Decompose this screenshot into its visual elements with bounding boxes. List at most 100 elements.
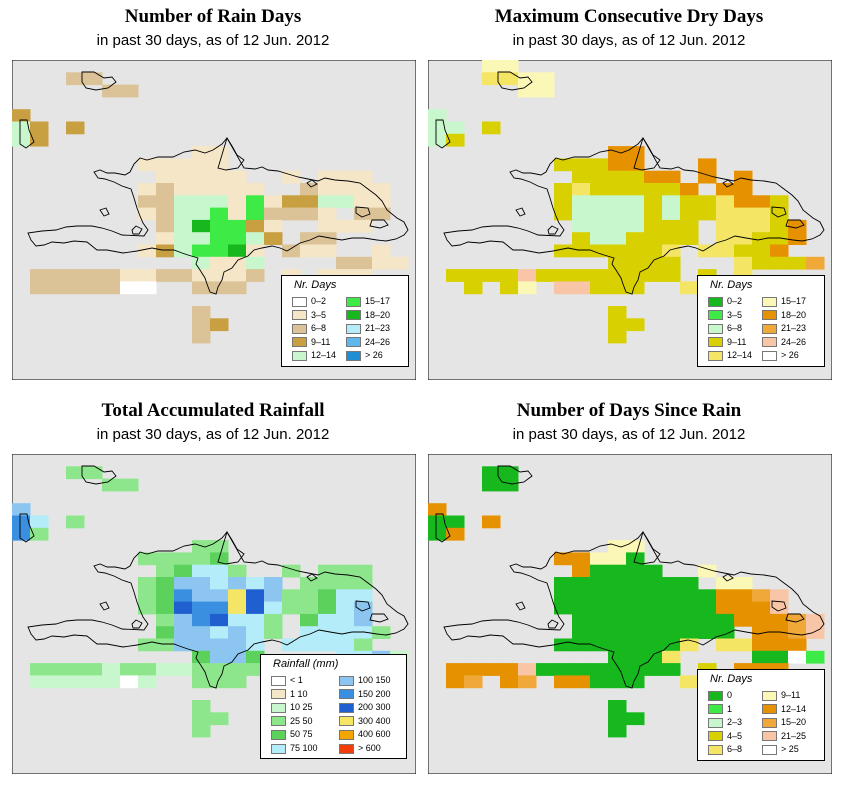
map-cell xyxy=(228,601,247,615)
map-cell xyxy=(572,613,591,627)
map-cell xyxy=(662,232,681,245)
map-cell xyxy=(30,527,49,541)
map-cell xyxy=(500,663,519,676)
panel-total-rainfall: Total Accumulated Rainfall in past 30 da… xyxy=(8,400,418,786)
map-cell xyxy=(156,601,175,615)
coastline xyxy=(497,71,533,91)
map-cell xyxy=(120,675,139,689)
map-cell xyxy=(354,219,373,233)
legend-label: > 25 xyxy=(781,744,799,755)
map-cell xyxy=(174,207,193,221)
map-cell xyxy=(264,613,283,627)
map-cell xyxy=(734,170,753,184)
map-cell xyxy=(662,256,681,270)
map-cell xyxy=(354,207,373,221)
map-cell xyxy=(644,207,663,221)
map-cell xyxy=(482,466,501,480)
map-cell xyxy=(788,613,807,627)
legend-swatch xyxy=(762,704,777,715)
coastline xyxy=(306,573,318,582)
map-cell xyxy=(246,638,265,652)
legend-item: 15–17 xyxy=(346,295,390,307)
map-cell xyxy=(174,663,193,676)
legend-label: 25 50 xyxy=(290,715,313,726)
map-cell xyxy=(228,675,247,689)
map-cell xyxy=(626,564,645,578)
map-cell xyxy=(318,564,337,578)
map-cell xyxy=(644,183,663,196)
map-cell xyxy=(536,663,555,676)
legend-label: 15–17 xyxy=(365,296,391,306)
coastline xyxy=(497,465,533,485)
map-cell xyxy=(300,577,319,590)
legend-item: 0 xyxy=(708,689,732,701)
map-cell xyxy=(138,183,157,196)
legend-item: 21–23 xyxy=(346,322,390,334)
map-cell xyxy=(626,318,645,332)
map-cell xyxy=(66,72,85,86)
map-cell xyxy=(500,675,519,689)
coastline xyxy=(19,513,35,543)
map-cell xyxy=(536,269,555,282)
map-cell xyxy=(626,675,645,689)
legend-label: 2–3 xyxy=(727,717,743,728)
map-cell xyxy=(192,170,211,184)
map-cell xyxy=(608,269,627,282)
map-cell xyxy=(644,170,663,184)
map-cell xyxy=(12,503,31,516)
map-cell xyxy=(138,244,157,258)
map-cell xyxy=(716,219,735,233)
map-cell xyxy=(66,269,85,282)
map-cell xyxy=(210,613,229,627)
map-cell xyxy=(192,219,211,233)
map-cell xyxy=(680,613,699,627)
map-cell xyxy=(210,564,229,578)
map-cell xyxy=(210,256,229,270)
coastline xyxy=(81,465,117,485)
map-cell xyxy=(806,626,825,639)
map-cell xyxy=(138,158,157,172)
coastline xyxy=(355,600,371,612)
map-cell xyxy=(644,244,663,258)
map-cell xyxy=(752,256,771,270)
map-cell xyxy=(572,269,591,282)
legend-label: 15–17 xyxy=(781,296,807,306)
legend-swatch xyxy=(708,717,723,728)
map-cell xyxy=(30,281,49,295)
legend-swatch xyxy=(339,675,354,686)
map-cell xyxy=(192,712,211,726)
map-cell xyxy=(428,527,447,541)
map-cell xyxy=(716,244,735,258)
map-cell xyxy=(138,675,157,689)
legend-label: 12–14 xyxy=(311,350,337,361)
map-cell xyxy=(644,232,663,245)
legend-item: 200 300 xyxy=(339,701,391,713)
map-cell xyxy=(372,244,391,258)
map-cell xyxy=(662,195,681,209)
map-cell xyxy=(228,577,247,590)
map-cell xyxy=(120,269,139,282)
map-cell xyxy=(590,195,609,209)
coastline xyxy=(722,573,734,582)
map-cell xyxy=(482,269,501,282)
map-cell xyxy=(156,269,175,282)
map-cell xyxy=(228,269,247,282)
legend: Nr. Days 0 1 2–3 4–5 6–8 9–11 12–14 15–20 21–25 > … xyxy=(697,669,825,761)
map-cell xyxy=(138,195,157,209)
map-cell xyxy=(608,577,627,590)
legend-label: 9–11 xyxy=(727,336,747,347)
map-cell xyxy=(446,675,465,689)
legend-swatch xyxy=(292,310,307,321)
map-cell xyxy=(428,503,447,516)
map-cell xyxy=(626,183,645,196)
map-cell xyxy=(246,650,265,664)
map-cell xyxy=(264,219,283,233)
legend-item: 2–3 xyxy=(708,716,742,728)
map-cell xyxy=(246,207,265,221)
map-cell xyxy=(372,626,391,639)
legend-label: < 1 xyxy=(290,675,303,685)
legend-item: 3–5 xyxy=(292,309,326,321)
map-cell xyxy=(138,589,157,603)
map-cell xyxy=(228,244,247,258)
map-cell xyxy=(572,564,591,578)
